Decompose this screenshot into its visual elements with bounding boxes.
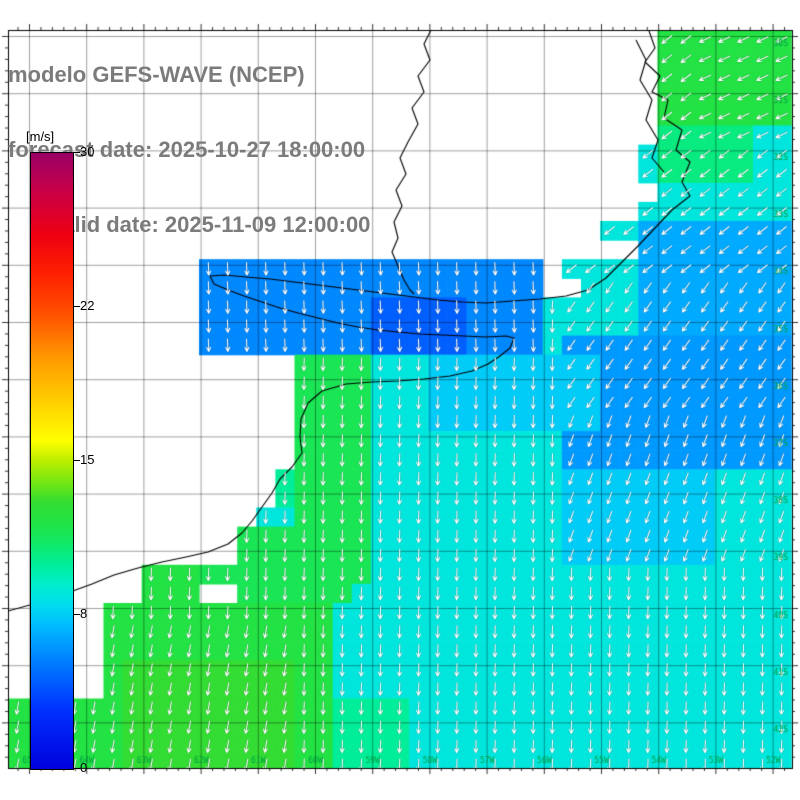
colorbar-tick-mark	[73, 460, 80, 461]
colorbar-tick-mark	[73, 768, 80, 769]
colorbar-tick-mark	[73, 152, 80, 153]
colorbar-gradient	[30, 152, 74, 770]
colorbar-tick-label: 15	[80, 452, 95, 467]
colorbar-unit-label: [m/s]	[26, 129, 55, 144]
colorbar-tick-label: 8	[80, 606, 88, 621]
colorbar-tick-mark	[73, 614, 80, 615]
colorbar-tick-label: 30	[80, 144, 95, 159]
colorbar-tick-mark	[73, 306, 80, 307]
colorbar-tick-label: 22	[80, 298, 95, 313]
colorbar-tick-label: 0	[80, 760, 88, 775]
